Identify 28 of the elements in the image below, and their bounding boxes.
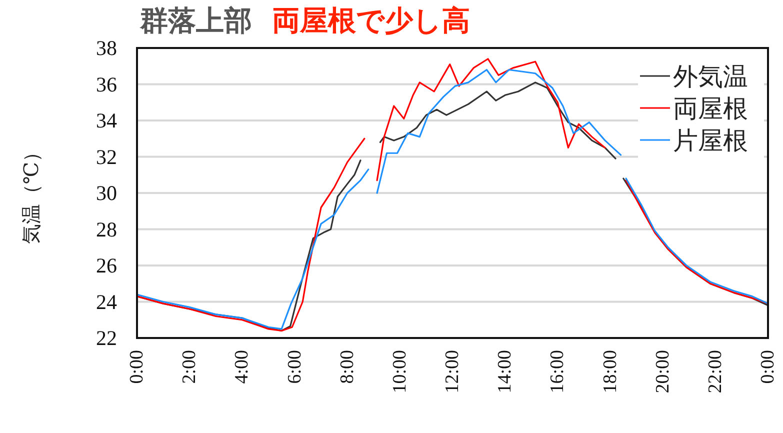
x-tick-label: 12:00 xyxy=(442,350,463,394)
y-axis-title: 気温（℃） xyxy=(21,142,43,244)
y-tick-label: 24 xyxy=(96,290,118,314)
x-tick-label: 16:00 xyxy=(547,350,568,394)
x-tick-label: 18:00 xyxy=(600,350,621,394)
x-tick-label: 0:00 xyxy=(758,350,778,384)
chart-subtitle: 両屋根で少し高 xyxy=(272,4,470,37)
y-tick-label: 26 xyxy=(96,254,117,278)
x-tick-label: 22:00 xyxy=(704,350,726,394)
chart-title: 群落上部 xyxy=(139,4,252,37)
y-tick-label: 34 xyxy=(96,108,118,132)
x-tick-label: 14:00 xyxy=(494,350,516,394)
x-tick-label: 0:00 xyxy=(126,350,148,384)
y-tick-label: 30 xyxy=(96,181,117,205)
x-tick-label: 4:00 xyxy=(232,350,253,384)
y-tick-label: 22 xyxy=(96,326,117,350)
x-tick-label: 8:00 xyxy=(336,350,358,384)
legend-label: 片屋根 xyxy=(673,126,748,155)
x-tick-label: 10:00 xyxy=(389,350,410,394)
legend-label: 外気温 xyxy=(673,62,748,91)
y-tick-label: 28 xyxy=(96,217,117,242)
y-tick-label: 36 xyxy=(96,72,117,96)
y-tick-label: 38 xyxy=(96,36,117,60)
x-tick-label: 20:00 xyxy=(652,350,674,394)
x-tick-label: 2:00 xyxy=(179,350,200,384)
y-tick-label: 32 xyxy=(96,144,117,169)
legend-label: 両屋根 xyxy=(673,94,748,123)
x-tick-label: 6:00 xyxy=(284,350,306,384)
